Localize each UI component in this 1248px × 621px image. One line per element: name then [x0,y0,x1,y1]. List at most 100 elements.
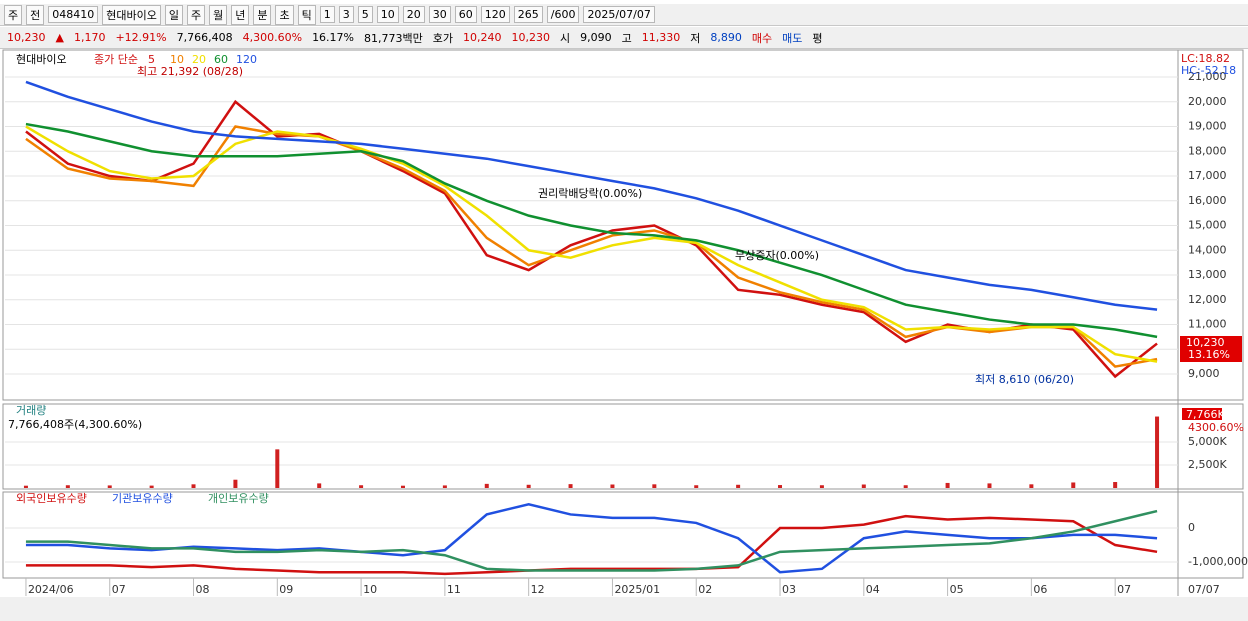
legend-entry: 외국인보유수량 [16,492,87,505]
volume-bar [778,485,783,488]
toolbar-item[interactable]: 월 [209,4,228,25]
legend-title: 종가 단순 [94,53,138,66]
y-tick-label: 21,000 [1188,70,1227,83]
side-label: HC:-52.18 [1181,64,1236,77]
y-tick-label: -1,000,000 [1188,555,1248,568]
y-tick-label: 15,000 [1188,219,1227,232]
y-tick-label: 0 [1188,521,1195,534]
series-line [25,122,1158,339]
annotation: 최저 8,610 (06/20) [975,373,1074,386]
volume-bar [191,484,196,488]
toolbar-item[interactable]: 주 [4,4,23,25]
volume-bar [526,484,531,488]
toolbar-item: +12.91% [115,31,167,44]
x-tick-label: 11 [447,583,461,596]
toolbar-item[interactable]: 초 [275,4,294,25]
series-line [25,502,1158,574]
toolbar-item[interactable]: 120 [480,6,510,23]
legend-entry: 10 [170,53,184,66]
toolbar-item[interactable]: 3 [338,6,354,23]
legend-entry: 5 [148,53,155,66]
series-line [25,514,1158,576]
toolbar-item[interactable]: 2025/07/07 [583,6,655,23]
volume-bar [610,484,615,488]
x-tick-label: 12 [531,583,545,596]
volume-bar [317,483,322,488]
volume-bar [861,484,866,488]
toolbar-item[interactable]: 20 [402,6,425,23]
volume-bar [442,485,447,488]
investor-panel [2,491,1244,579]
x-tick-label: 02 [698,583,712,596]
toolbar-item[interactable]: 매수 [751,31,773,45]
x-tick-label: 05 [950,583,964,596]
volume-bar [568,484,573,488]
toolbar-item[interactable]: 매도 [782,31,803,45]
volume-bar [1155,416,1160,488]
x-tick-label: 07 [1117,583,1131,596]
x-tick-label: 08 [196,583,210,596]
toolbar-item[interactable]: 일 [164,4,183,25]
y-tick-label: 2,500K [1188,458,1227,471]
toolbar-item[interactable]: 1 [319,6,335,23]
volume-bar [275,449,280,488]
toolbar-item: 81,773백만 [364,31,423,45]
series-line [25,99,1158,379]
toolbar-item[interactable]: 5 [357,6,373,23]
series-line [25,509,1158,572]
toolbar-item[interactable]: 60 [454,6,477,23]
toolbar-item: ▲ [55,31,64,44]
legend-entry: 60 [214,53,228,66]
toolbar-item: 16.17% [312,31,355,44]
volume-bar [1029,484,1034,488]
y-tick-label: 19,000 [1188,120,1227,133]
volume-bar [1071,482,1076,488]
toolbar-item[interactable]: /600 [546,6,580,23]
x-tick-label: 07 [112,583,126,596]
toolbar-item[interactable]: 평 [812,31,823,45]
x-tick-label: 04 [866,583,880,596]
x-tick-label: 2025/01 [614,583,660,596]
toolbar-item[interactable]: 주 [186,4,206,25]
volume-bar [107,485,112,488]
price-panel [2,49,1244,401]
toolbar-item[interactable]: 틱 [297,4,316,25]
toolbar-item: 고 [621,31,632,45]
volume-bar [903,485,908,488]
x-tick-label: 06 [1033,583,1047,596]
toolbar-item: 시 [560,31,571,45]
y-tick-label: 17,000 [1188,169,1227,182]
scrollbar [0,597,1248,621]
volume-bar [945,482,950,488]
y-tick-label: 5,000K [1188,435,1227,448]
toolbar-item[interactable]: 265 [513,6,543,23]
y-tick-label: 18,000 [1188,144,1227,157]
toolbar-item[interactable]: 10 [376,6,399,23]
series-line [25,125,1158,363]
series-line [25,80,1158,311]
volume-bar [359,485,364,488]
volume-badge [1182,408,1222,420]
x-tick-label: 10 [363,583,377,596]
toolbar-item: 호가 [432,31,453,45]
toolbar-item[interactable]: 전 [26,4,45,25]
side-label: 4300.60% [1188,421,1244,434]
x-tick-label: 03 [782,583,796,596]
toolbar-item[interactable]: 현대바이오 [102,4,161,25]
toolbar-item[interactable]: 분 [253,4,272,25]
toolbar-item[interactable]: 년 [231,4,250,25]
side-label: 10,230 [1186,336,1225,349]
toolbar-item: 4,300.60% [242,31,303,44]
y-tick-label: 11,000 [1188,318,1227,331]
toolbar-item[interactable]: 048410 [48,6,99,23]
volume-bar [23,485,28,488]
toolbar-item: 11,330 [641,31,681,44]
chart-area: 2024/06 07 08 09 10 11 12 2025/01 02 03 04 05 06 07 07… [0,49,1248,621]
panel-title: 현대바이오 [16,53,67,66]
volume-bar [736,484,741,488]
toolbar-item: 9,090 [580,31,612,44]
y-tick-label: 13,000 [1188,268,1227,281]
toolbar-item[interactable]: 30 [428,6,451,23]
volume-panel [2,403,1244,490]
side-label: 13.16% [1188,348,1230,361]
